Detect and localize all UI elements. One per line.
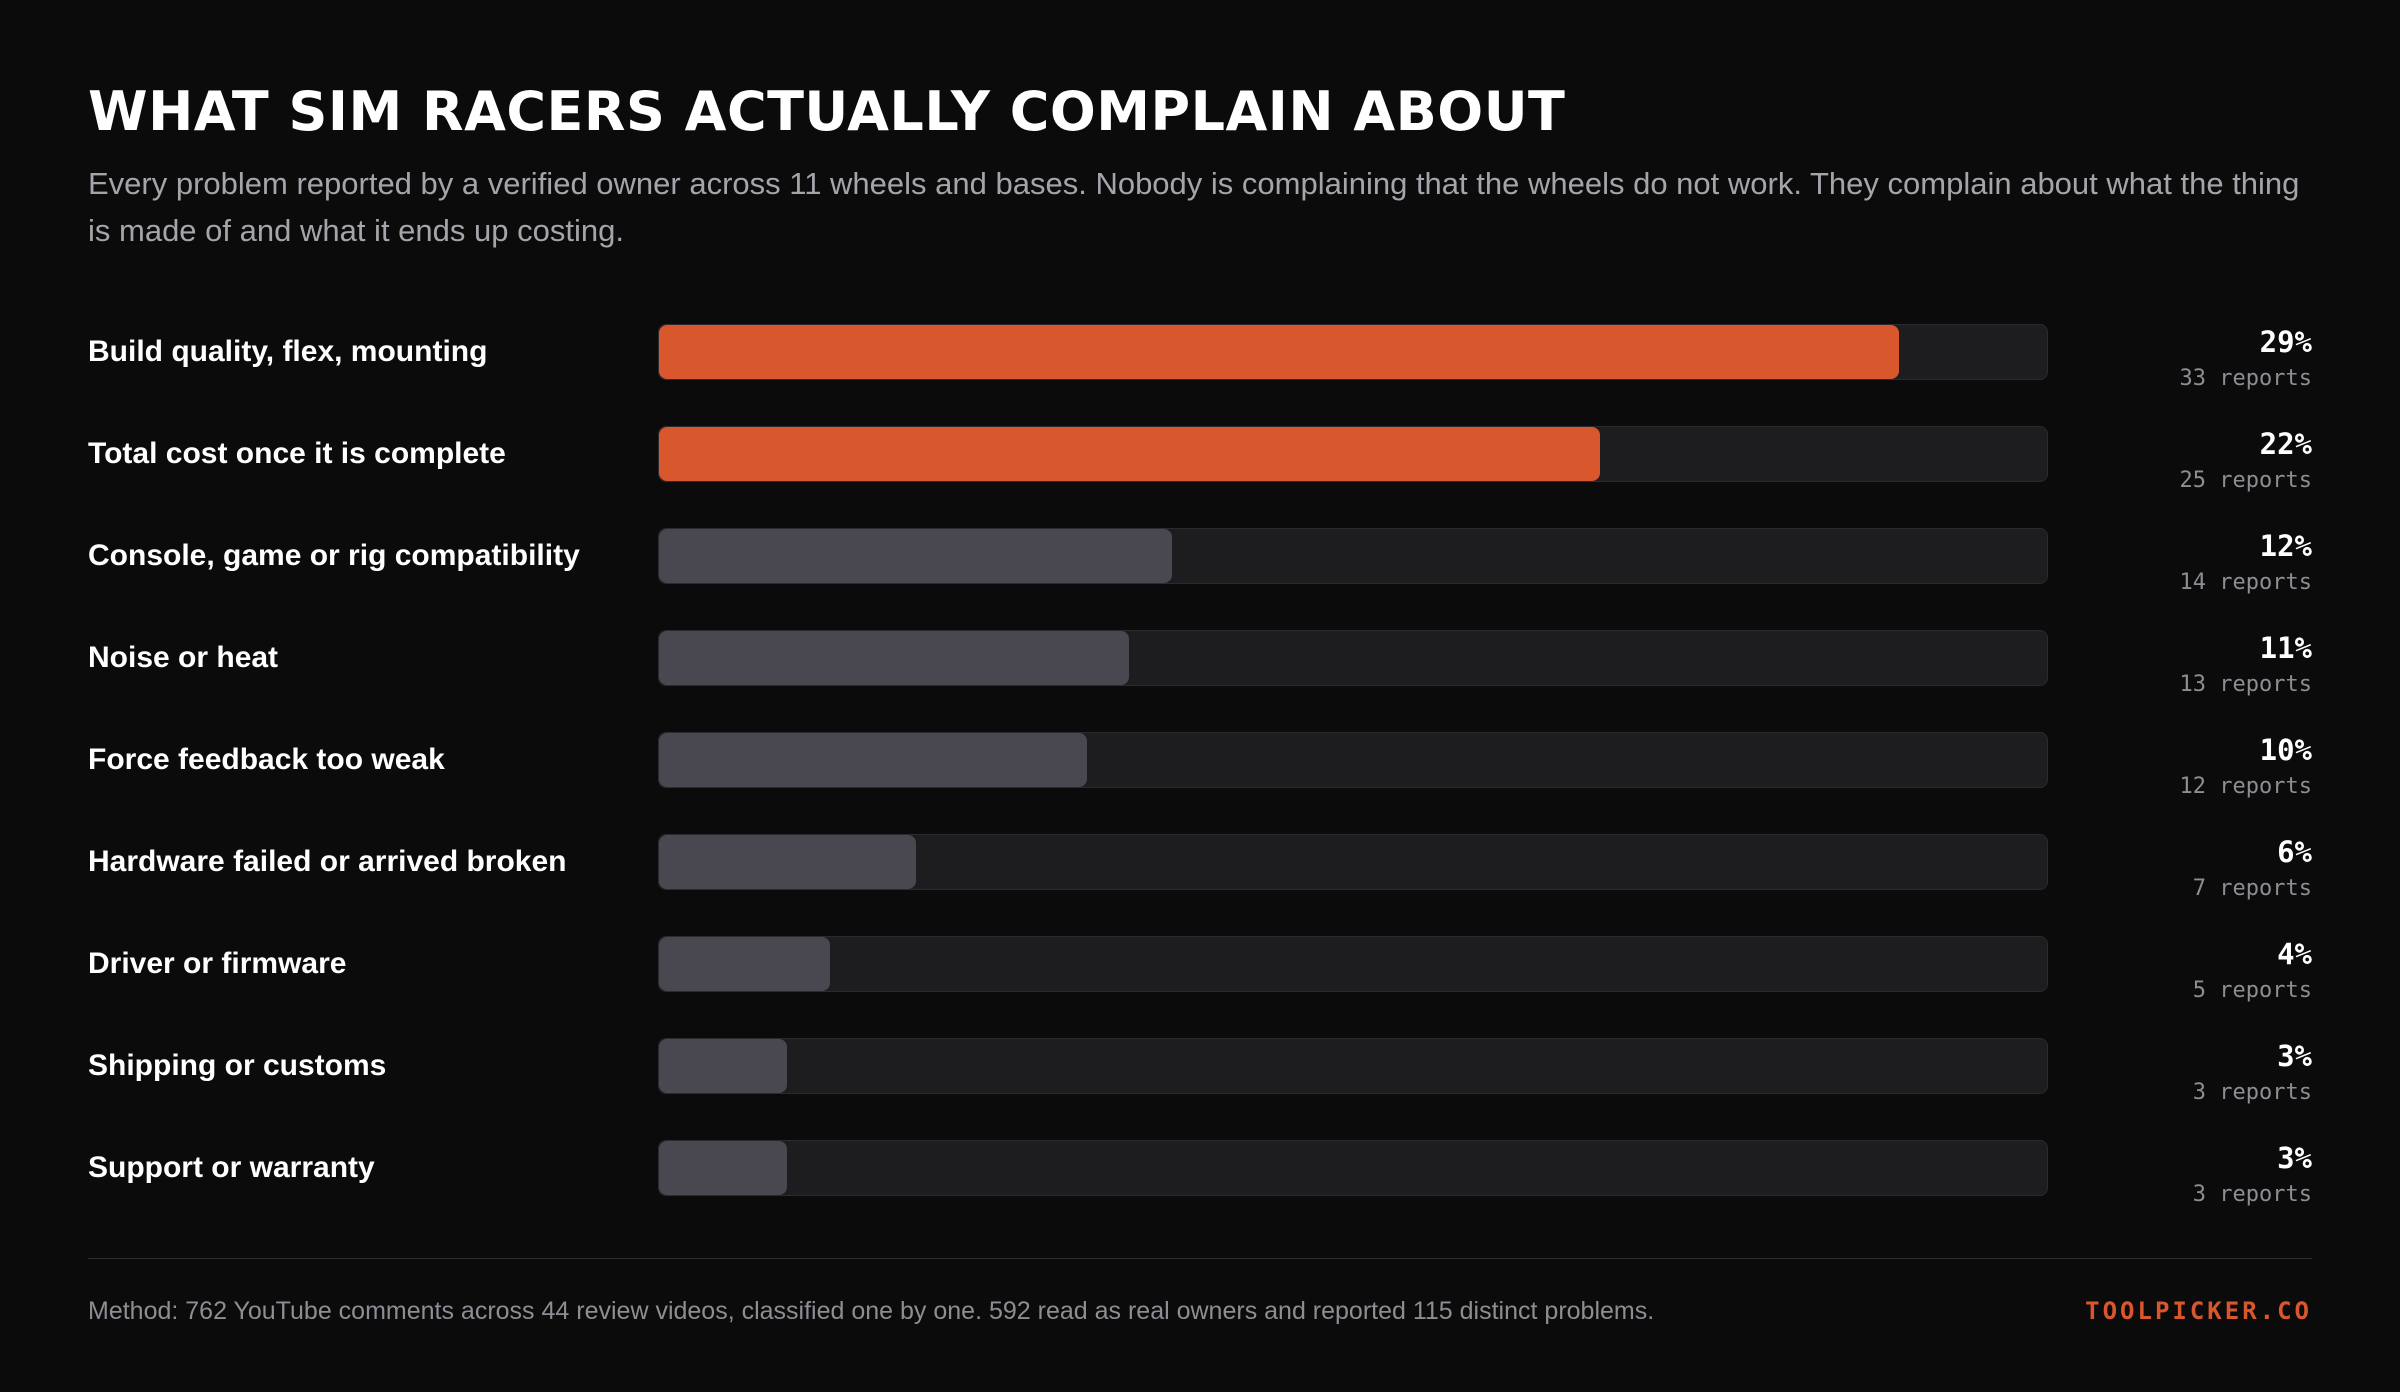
value-label: 6% [2277,835,2312,869]
reports-label: 33 reports [2179,366,2312,391]
bar [659,529,1172,583]
bar-track [658,732,2048,788]
bar [659,835,916,889]
brand-link[interactable]: TOOLPICKER.CO [2085,1297,2312,1325]
bar-track [658,1140,2048,1196]
chart-row: Support or warranty 3% 3 reports [88,1140,2312,1242]
category-label: Total cost once it is complete [88,437,506,470]
bar [659,1039,787,1093]
method-note: Method: 762 YouTube comments across 44 r… [88,1297,1655,1325]
value-label: 22% [2259,427,2312,461]
value-label: 3% [2277,1141,2312,1175]
category-label: Force feedback too weak [88,743,445,776]
bar-track [658,936,2048,992]
bar-track [658,426,2048,482]
category-label: Driver or firmware [88,947,347,980]
chart-row: Force feedback too weak 10% 12 reports [88,732,2312,834]
bar [659,937,830,991]
reports-label: 13 reports [2179,672,2312,697]
page: WHAT SIM RACERS ACTUALLY COMPLAIN ABOUT … [88,0,2312,1392]
value-label: 12% [2259,529,2312,563]
value-label: 4% [2277,937,2312,971]
bar-track [658,834,2048,890]
bar-chart: Build quality, flex, mounting 29% 33 repor… [88,0,2312,1392]
bar-track [658,630,2048,686]
category-label: Hardware failed or arrived broken [88,845,567,878]
category-label: Shipping or customs [88,1049,387,1082]
value-label: 3% [2277,1039,2312,1073]
chart-row: Hardware failed or arrived broken 6% 7 rep… [88,834,2312,936]
chart-row: Console, game or rig compatibility 12% 14 … [88,528,2312,630]
bar [659,427,1600,481]
value-label: 11% [2259,631,2312,665]
chart-subtitle: Every problem reported by a verified own… [88,166,2300,248]
category-label: Console, game or rig compatibility [88,539,580,572]
reports-label: 14 reports [2179,570,2312,595]
reports-label: 3 reports [2192,1182,2312,1207]
bar [659,1141,787,1195]
reports-label: 5 reports [2192,978,2312,1003]
reports-label: 3 reports [2192,1080,2312,1105]
chart-row: Total cost once it is complete 22% 25 repo… [88,426,2312,528]
category-label: Build quality, flex, mounting [88,335,488,368]
bar [659,733,1087,787]
bar [659,631,1129,685]
category-label: Noise or heat [88,641,279,674]
chart-row: Driver or firmware 4% 5 reports [88,936,2312,1038]
chart-title: WHAT SIM RACERS ACTUALLY COMPLAIN ABOUT [88,80,1566,143]
value-label: 10% [2259,733,2312,767]
reports-label: 25 reports [2179,468,2312,493]
value-label: 29% [2259,325,2312,359]
chart-row: Noise or heat 11% 13 reports [88,630,2312,732]
footer-divider [88,1258,2312,1259]
reports-label: 7 reports [2192,876,2312,901]
bar-track [658,324,2048,380]
bar [659,325,1899,379]
reports-label: 12 reports [2179,774,2312,799]
chart-row: Build quality, flex, mounting 29% 33 repor… [88,324,2312,426]
category-label: Support or warranty [88,1151,375,1184]
bar-track [658,528,2048,584]
bar-track [658,1038,2048,1094]
chart-row: Shipping or customs 3% 3 reports [88,1038,2312,1140]
